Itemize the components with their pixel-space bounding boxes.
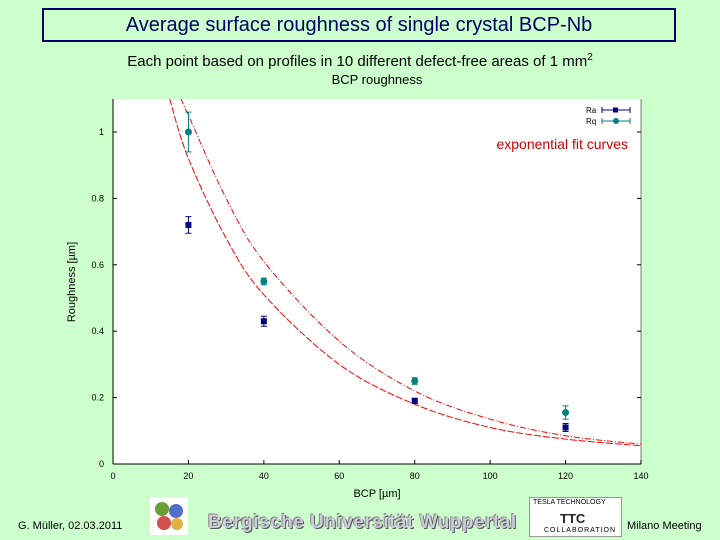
fit-annotation: exponential fit curves (496, 136, 628, 152)
y-tick-label: 0.4 (91, 326, 104, 336)
data-point-rq (411, 377, 419, 385)
slide-title: Average surface roughness of single crys… (42, 8, 676, 42)
ttc-top-text: TESLA TECHNOLOGY (533, 499, 606, 506)
x-tick-label: 0 (110, 471, 115, 481)
data-point-rq (562, 409, 570, 417)
data-point-ra (260, 318, 267, 325)
x-axis-label: BCP [µm] (353, 488, 400, 500)
ttc-mid-text: TTC (560, 511, 586, 526)
x-tick-label: 100 (483, 471, 498, 481)
x-tick-label: 140 (633, 471, 648, 481)
university-name: Bergische Universität Wuppertal (208, 512, 517, 533)
ttc-logo: TESLA TECHNOLOGY TTC COLLABORATION (529, 497, 622, 537)
data-point-ra (411, 397, 418, 404)
data-point-ra (562, 424, 569, 431)
data-point-ra (185, 221, 192, 228)
slide-subtitle: Each point based on profiles in 10 diffe… (0, 52, 720, 70)
footer-meeting: Milano Meeting (627, 520, 702, 532)
y-tick-label: 1 (99, 127, 104, 137)
plot-area (113, 99, 641, 464)
subtitle-superscript: 2 (587, 52, 593, 63)
chart-title: BCP roughness (332, 72, 423, 87)
ttc-bottom-text: COLLABORATION (544, 527, 616, 534)
fit-curve-ra (169, 99, 641, 447)
x-tick-label: 80 (410, 471, 420, 481)
legend-marker-ra (613, 107, 618, 113)
y-tick-label: 0 (99, 459, 104, 469)
legend-label: Rq (586, 117, 596, 126)
y-tick-label: 0.8 (91, 193, 104, 203)
subtitle-text: Each point based on profiles in 10 diffe… (127, 53, 588, 70)
legend-marker-rq (613, 118, 619, 124)
x-tick-label: 20 (183, 471, 193, 481)
x-tick-label: 60 (334, 471, 344, 481)
legend-label: Ra (586, 106, 597, 115)
footer-author-date: G. Müller, 02.03.2011 (18, 520, 123, 532)
x-tick-label: 40 (259, 471, 269, 481)
x-tick-label: 120 (558, 471, 573, 481)
university-logo (150, 497, 188, 535)
y-axis-label: Roughness [µm] (66, 242, 78, 322)
y-tick-label: 0.2 (91, 393, 104, 403)
data-point-rq (184, 128, 192, 136)
fit-curve-rq (180, 99, 641, 445)
y-tick-label: 0.6 (91, 260, 104, 270)
data-point-rq (260, 277, 268, 285)
